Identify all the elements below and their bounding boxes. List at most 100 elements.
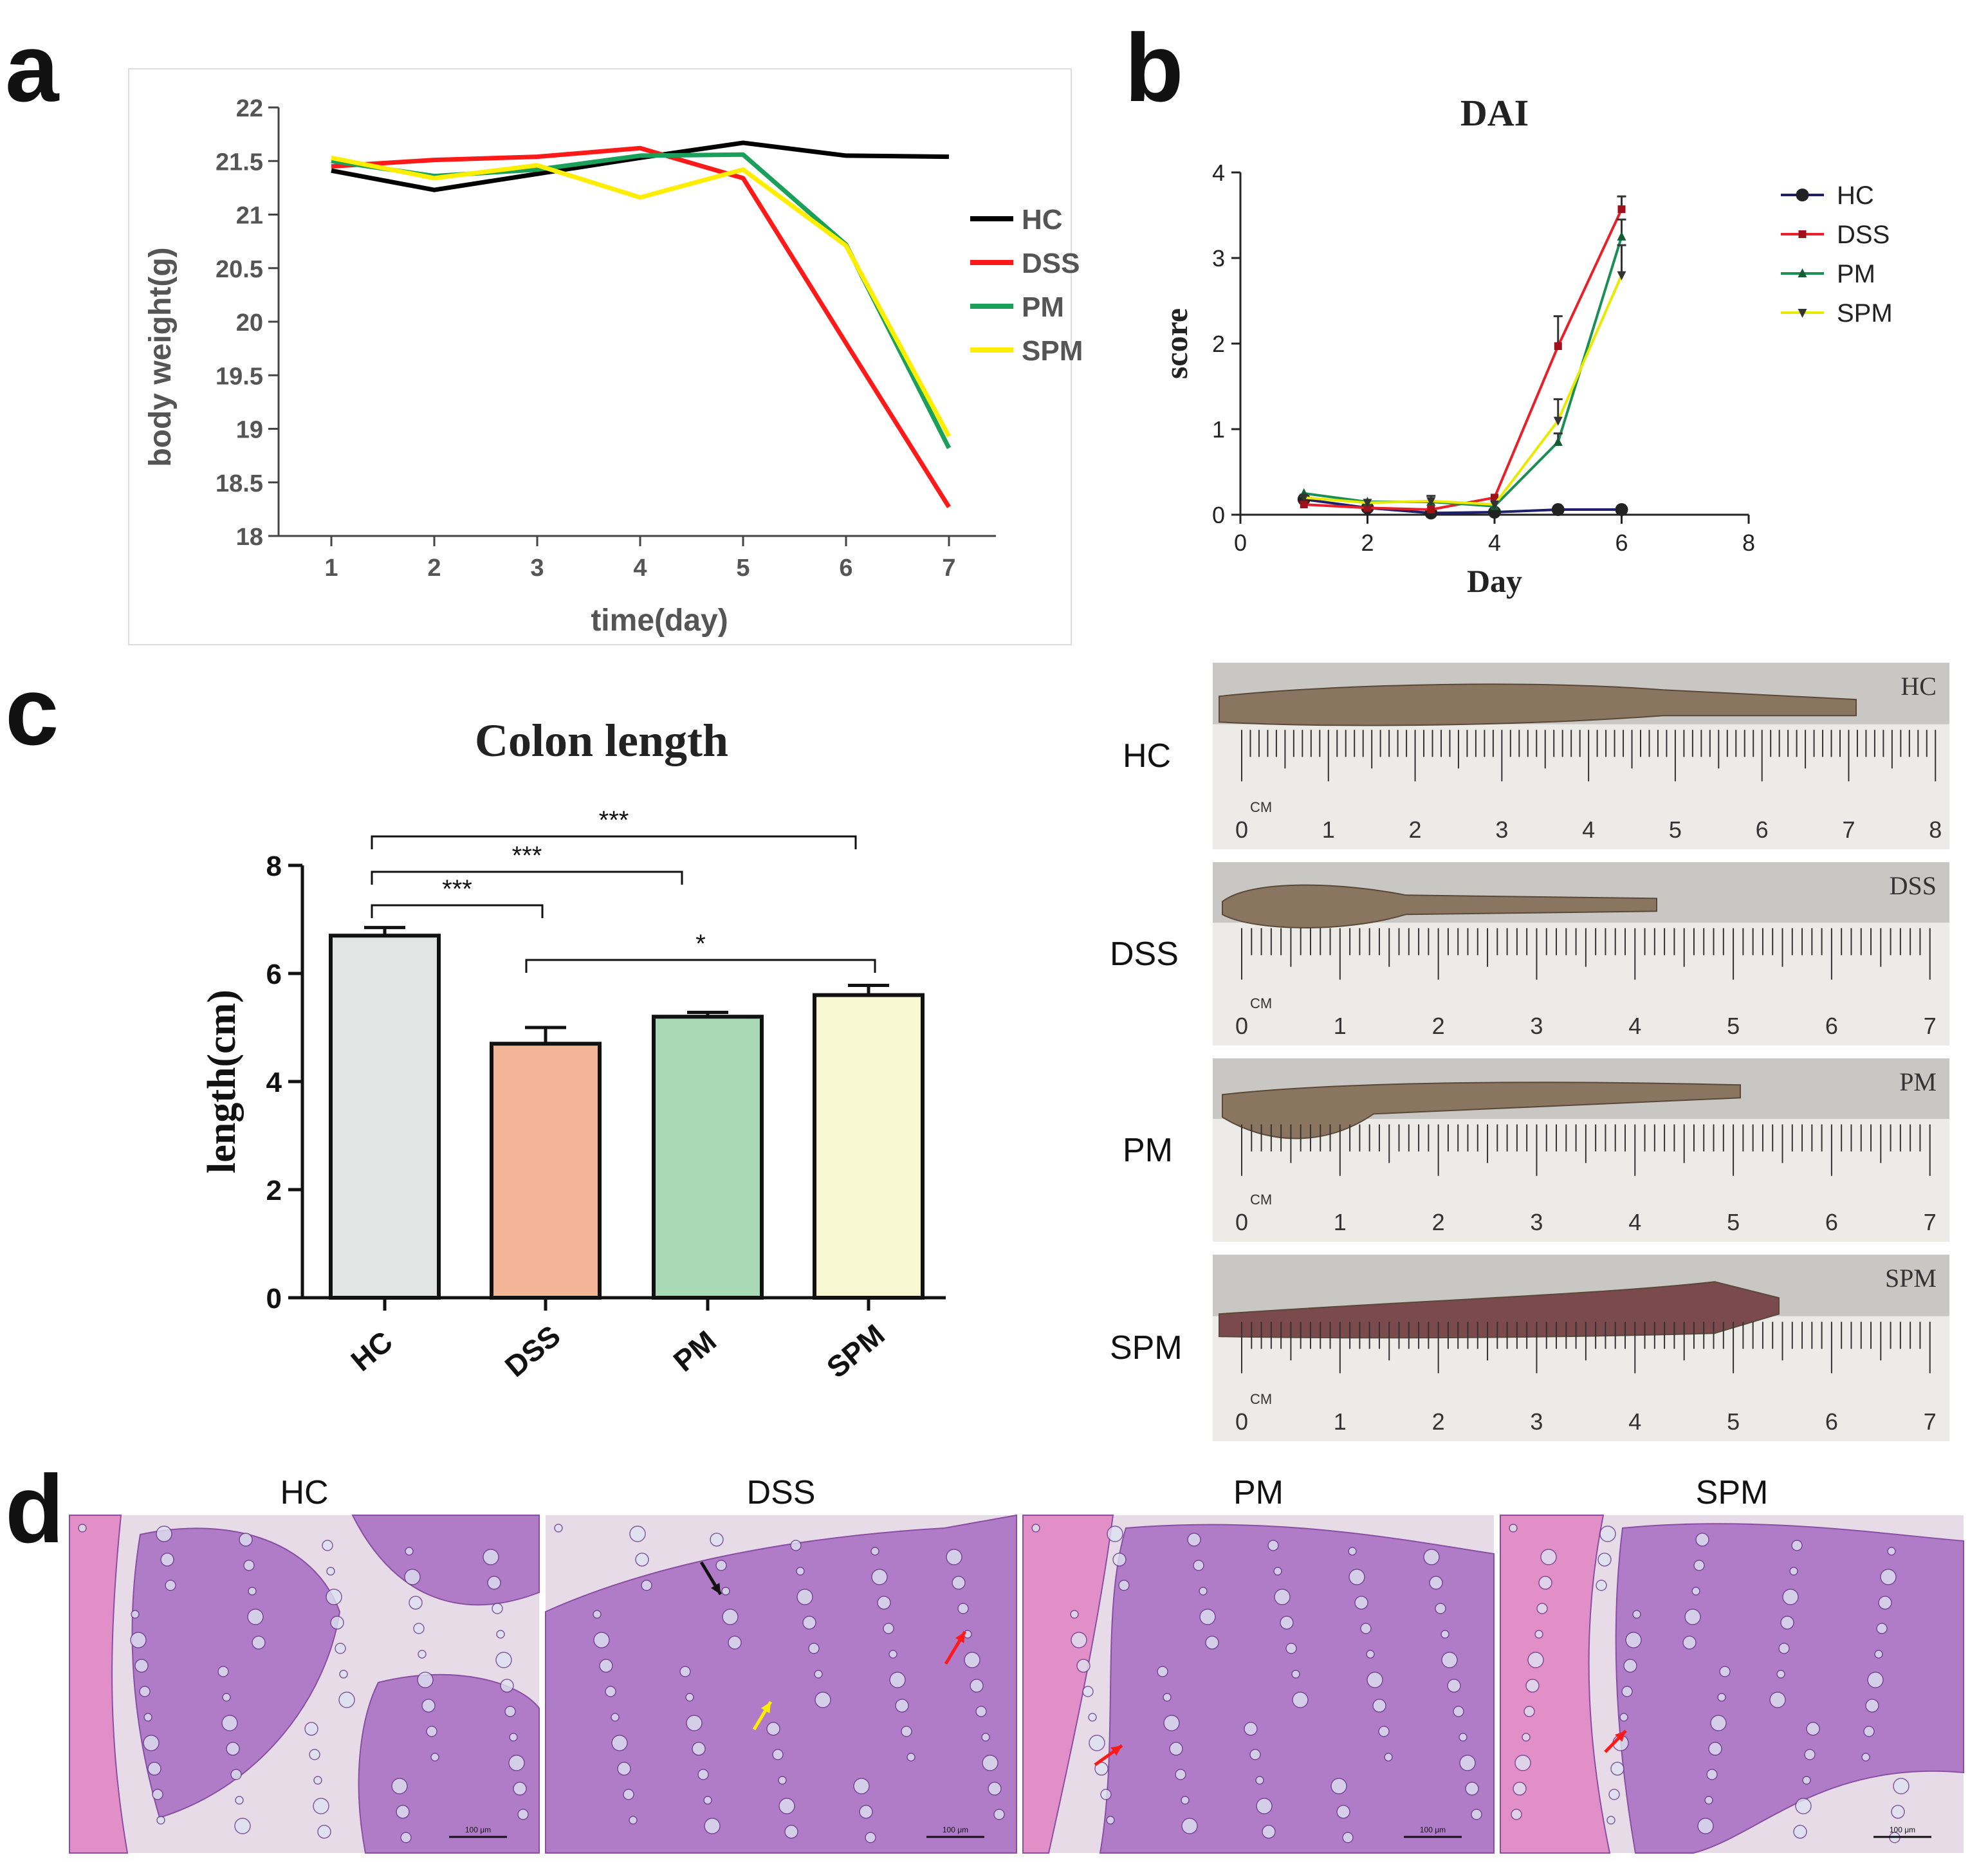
- chart-c-bar-dss: [490, 1042, 602, 1300]
- histology-tissue: [131, 1527, 341, 1819]
- ruler-number: 5: [1727, 1209, 1740, 1235]
- histology-cell: [152, 1789, 163, 1800]
- colon-photo-pm: 0 1 2 3 4 5 6 7 CM PM: [1213, 1058, 1949, 1242]
- histology-arrowhead: [760, 1702, 771, 1713]
- histology-cell: [1181, 1818, 1198, 1834]
- chart-b-xtick-label: 2: [1361, 530, 1374, 556]
- histology-cell: [1199, 1587, 1208, 1596]
- histology-cell: [1031, 1524, 1040, 1533]
- histology-cell: [1682, 1636, 1697, 1650]
- histology-cell: [1795, 1798, 1812, 1814]
- photo-label-pm: PM: [1123, 1131, 1173, 1169]
- histology-cell: [391, 1778, 408, 1794]
- ruler-cm: CM: [1250, 799, 1272, 815]
- histology-cell: [217, 1666, 229, 1677]
- histology-tissue: [545, 1514, 1017, 1854]
- histology-cell: [338, 1691, 355, 1708]
- chart-b-series-spm: [1303, 274, 1623, 506]
- chart-a-legend-label-pm: PM: [1022, 291, 1064, 323]
- chart-c-bar-pm: [652, 1015, 764, 1300]
- histology-cell: [1255, 1776, 1264, 1785]
- histology-cell: [330, 1616, 344, 1630]
- histology-cell: [981, 1733, 990, 1742]
- chart-c-xtick-label-spm: SPM: [820, 1318, 891, 1385]
- histology-cell: [728, 1636, 742, 1650]
- chart-c-ytick-label: 0: [266, 1283, 282, 1314]
- chart-a-xtick-label: 1: [324, 555, 338, 582]
- histology-cell: [1719, 1666, 1731, 1677]
- ruler-number: 2: [1432, 1408, 1445, 1435]
- histology-cell: [1525, 1679, 1540, 1693]
- histology-cell: [1509, 1524, 1518, 1533]
- photo-label-hc: HC: [1123, 737, 1172, 775]
- chart-c-ytick-label: 6: [266, 959, 282, 990]
- chart-b-ytick-label: 3: [1212, 245, 1225, 272]
- chart-a-frame: [128, 68, 1072, 645]
- colon-photo-hc: 0 1 2 3 4 5 6 7 8 CM HC: [1213, 663, 1949, 849]
- histology-cell: [796, 1567, 805, 1576]
- chart-b-point-dss: [1491, 493, 1498, 502]
- histology-cell: [679, 1666, 691, 1677]
- histology-cell: [778, 1798, 795, 1814]
- histology-cell: [1089, 1735, 1105, 1751]
- chart-b-legend-marker-pm: [1798, 268, 1807, 277]
- histology-cell: [1465, 1782, 1479, 1796]
- histology-cell: [313, 1776, 322, 1785]
- ruler-cm: CM: [1250, 995, 1272, 1011]
- chart-c-sig-bracket: [525, 959, 876, 973]
- histology-cell: [721, 1587, 730, 1596]
- photo-ruler: [1213, 923, 1949, 1046]
- ruler-number: 2: [1409, 816, 1422, 843]
- histology-cell: [165, 1580, 176, 1591]
- histology-cell: [1367, 1672, 1383, 1688]
- ruler-number: 8: [1929, 816, 1942, 843]
- ruler-number: 5: [1727, 1013, 1740, 1039]
- chart-b-ytick-label: 2: [1212, 331, 1225, 357]
- histology-cell: [815, 1691, 831, 1708]
- histology-cell: [1887, 1547, 1896, 1556]
- colon-tissue: [1222, 884, 1657, 928]
- histology-cell: [1534, 1630, 1543, 1639]
- ruler-number: 6: [1825, 1209, 1838, 1235]
- histology-arrowhead: [710, 1583, 721, 1594]
- histology-arrows: [699, 1561, 1627, 1767]
- chart-c-sig-bracket: [371, 871, 683, 885]
- ruler-number: 7: [1924, 1013, 1937, 1039]
- scale-bar-text: 100 μm: [1890, 1825, 1915, 1834]
- histology-cell: [1459, 1755, 1476, 1771]
- histology-cell: [964, 1652, 980, 1668]
- scale-bar-text: 100 μm: [1420, 1825, 1446, 1834]
- histology-arrowhead: [1110, 1746, 1122, 1756]
- chart-c-xtick-label-hc: HC: [345, 1324, 399, 1378]
- colon-photos: HC 0 1 2 3 4 5 6 7 8 CM HC DSS 0 1 2 3 4 5 6 7 CM DSS PM 0 1 2 3 4 5 6…: [1094, 663, 1988, 1448]
- chart-a-legend-label-hc: HC: [1022, 204, 1063, 235]
- chart-b-point-dss: [1617, 205, 1626, 214]
- histology-cell: [509, 1733, 518, 1742]
- histology-cell: [766, 1722, 780, 1736]
- histology-cell: [1459, 1733, 1468, 1742]
- chart-a-xtick-label: 7: [942, 555, 955, 582]
- histology-cell: [796, 1589, 813, 1605]
- chart-body-weight: 18 18.5 19 19.5 20 20.5 21 21.5 22 1 2 3 4 5 6 7 time(da…: [128, 68, 1083, 645]
- histology-cell: [946, 1549, 962, 1565]
- chart-b-ytick-label: 4: [1212, 160, 1225, 186]
- chart-b-point-spm: [1363, 499, 1372, 508]
- histology-cell: [692, 1742, 706, 1756]
- histology-cell: [1522, 1733, 1531, 1742]
- histology-cell: [859, 1805, 873, 1819]
- histology-cell: [1778, 1643, 1790, 1654]
- histology-label-spm: SPM: [1695, 1474, 1769, 1511]
- chart-b-legend-marker-hc: [1796, 189, 1809, 201]
- histology-cell: [1706, 1769, 1718, 1780]
- histology-cell: [247, 1609, 264, 1625]
- histology-tissue: [69, 1515, 129, 1854]
- histology-cell: [1606, 1816, 1615, 1825]
- histology-cell: [1118, 1580, 1130, 1591]
- histology-cell: [1106, 1816, 1115, 1825]
- histology-cell: [611, 1713, 620, 1722]
- histology-cell: [883, 1623, 894, 1634]
- histology-cell: [1789, 1567, 1798, 1576]
- photo-tag-hc: HC: [1901, 672, 1937, 701]
- histology-cell: [703, 1796, 712, 1805]
